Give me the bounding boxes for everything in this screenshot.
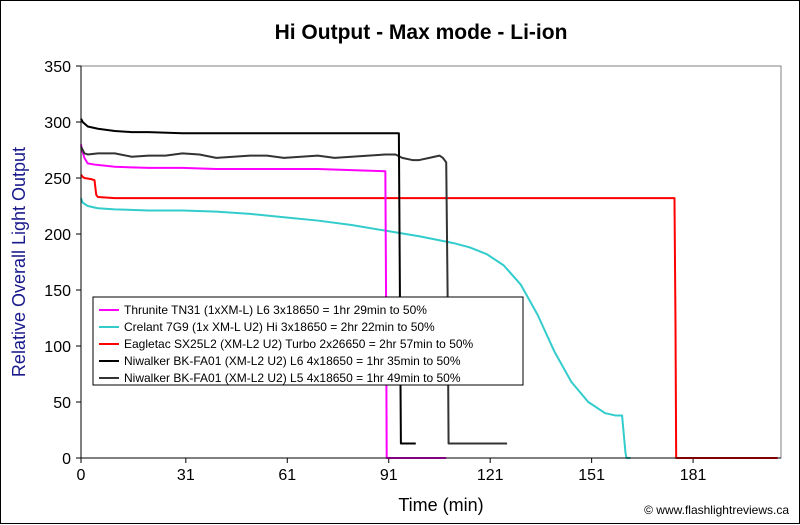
x-tick-label: 121 [477,467,504,484]
x-tick-label: 181 [680,467,707,484]
x-tick-label: 0 [77,467,86,484]
legend: Thrunite TN31 (1xXM-L) L6 3x18650 = 1hr … [92,296,524,386]
series-line-4 [80,118,416,445]
plot-area [80,65,782,459]
y-tick-label: 150 [44,283,71,300]
series-line-3 [80,174,778,459]
series-line-5 [80,146,508,445]
y-axis-label: Relative Overall Light Output [9,147,29,377]
legend-label-3: Eagletac SX25L2 (XM-L2 U2) Turbo 2x26650… [124,337,474,351]
chart-title: Hi Output - Max mode - Li-ion [275,21,568,44]
credit-text: © www.flashlightreviews.ca [644,503,789,517]
legend-box [92,296,524,386]
x-tick-label: 91 [380,467,398,484]
y-axis-ticks: 0 50 100 150 200 250 300 350 [44,59,81,468]
y-tick-label: 300 [44,115,71,132]
series-line-2 [80,197,631,459]
x-tick-label: 61 [278,467,296,484]
legend-label-1: Thrunite TN31 (1xXM-L) L6 3x18650 = 1hr … [124,303,427,317]
legend-label-5: Niwalker BK-FA01 (XM-L2 U2) L5 4x18650 =… [124,371,461,385]
y-tick-label: 100 [44,339,71,356]
legend-label-2: Crelant 7G9 (1x XM-L U2) Hi 3x18650 = 2h… [124,320,435,334]
series-line-1 [80,144,447,459]
y-tick-label: 0 [62,451,71,468]
y-tick-label: 250 [44,171,71,188]
y-tick-label: 50 [53,395,71,412]
x-axis-label: Time (min) [398,495,483,515]
x-axis-ticks: 0 31 61 91 121 151 181 [77,458,707,484]
legend-label-4: Niwalker BK-FA01 (XM-L2 U2) L6 4x18650 =… [124,354,461,368]
x-tick-label: 31 [177,467,195,484]
x-tick-label: 151 [578,467,605,484]
series-lines [80,118,778,459]
y-tick-label: 200 [44,227,71,244]
y-tick-label: 350 [44,59,71,76]
